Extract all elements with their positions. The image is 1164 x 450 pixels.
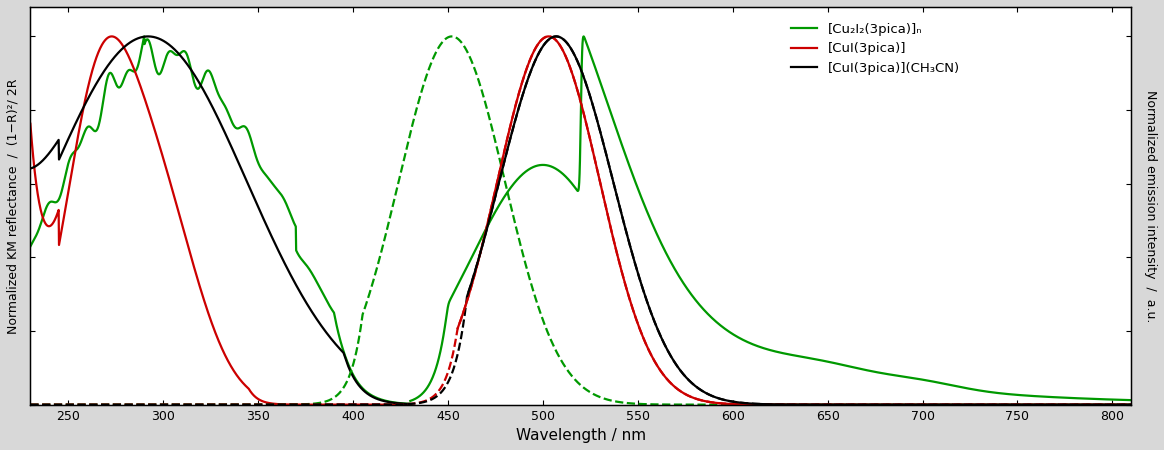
- Legend: [Cu₂I₂(3pica)]ₙ, [CuI(3pica)], [CuI(3pica)](CH₃CN): [Cu₂I₂(3pica)]ₙ, [CuI(3pica)], [CuI(3pic…: [786, 18, 965, 80]
- Y-axis label: Normalized KM reflectance  /  (1−R)²/ 2R: Normalized KM reflectance / (1−R)²/ 2R: [7, 78, 20, 333]
- X-axis label: Wavelength / nm: Wavelength / nm: [516, 428, 646, 443]
- Y-axis label: Normalized emission intensity  /  a.u.: Normalized emission intensity / a.u.: [1144, 90, 1157, 322]
